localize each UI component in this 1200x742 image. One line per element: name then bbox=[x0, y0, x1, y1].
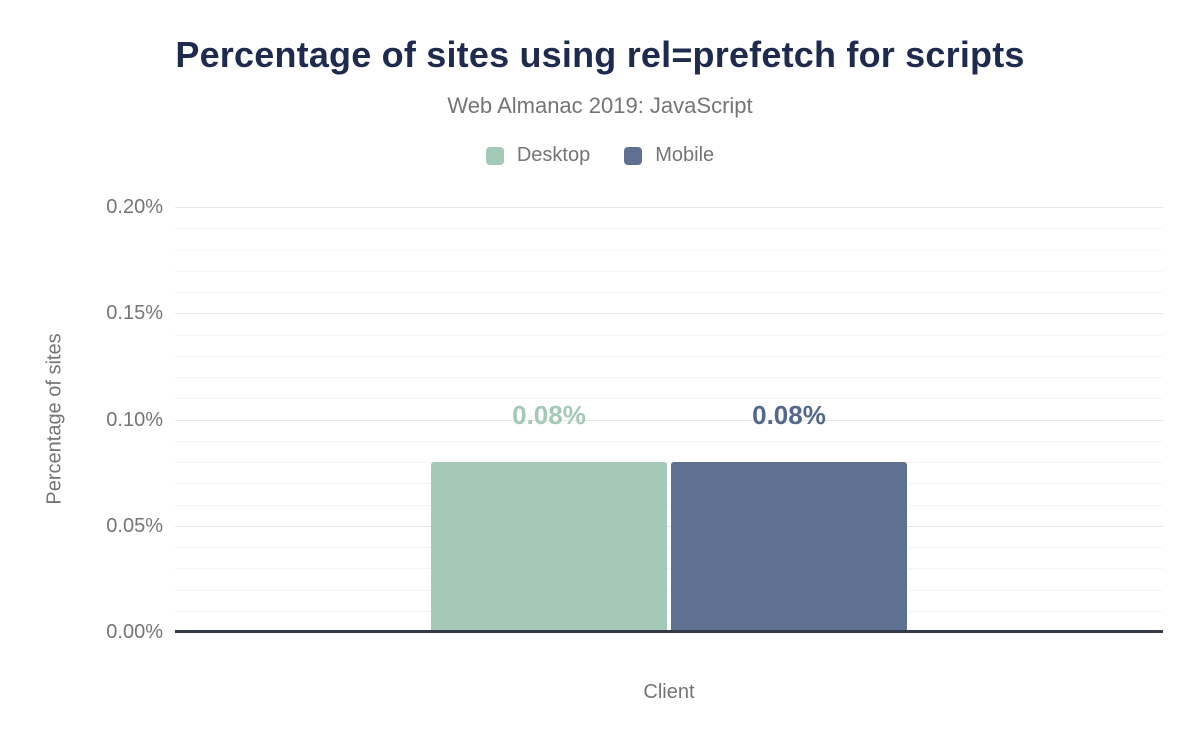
gridline-minor bbox=[175, 355, 1163, 357]
gridline-major bbox=[175, 419, 1163, 421]
gridline-minor bbox=[175, 504, 1163, 506]
x-axis-title: Client bbox=[643, 681, 695, 703]
gridline-minor bbox=[175, 334, 1163, 336]
x-axis-line bbox=[175, 630, 1163, 633]
chart-subtitle: Web Almanac 2019: JavaScript bbox=[447, 93, 753, 118]
legend: Desktop Mobile bbox=[0, 144, 1200, 167]
gridline-minor bbox=[175, 440, 1163, 442]
gridline-minor bbox=[175, 547, 1163, 548]
gridline-minor bbox=[175, 589, 1163, 591]
gridline-minor bbox=[175, 377, 1163, 378]
gridline-minor bbox=[175, 483, 1163, 485]
legend-label-desktop: Desktop bbox=[516, 144, 591, 166]
gridline-minor bbox=[175, 292, 1163, 293]
y-axis-tick-label: 0.10% bbox=[106, 408, 163, 431]
gridline-major bbox=[175, 313, 1163, 315]
y-axis-tick-label: 0.05% bbox=[106, 514, 163, 537]
gridline-major bbox=[175, 525, 1163, 527]
legend-item-mobile[interactable]: Mobile bbox=[624, 144, 714, 167]
gridline-minor bbox=[175, 610, 1163, 612]
mobile-swatch bbox=[624, 146, 643, 165]
plot-area: 0.08% 0.08% bbox=[175, 207, 1163, 633]
legend-item-desktop[interactable]: Desktop bbox=[485, 144, 591, 167]
gridline-minor bbox=[175, 462, 1163, 463]
y-axis-tick-label: 0.15% bbox=[106, 302, 163, 325]
gridline-minor bbox=[175, 249, 1163, 251]
y-axis-tick-label: 0.20% bbox=[106, 196, 163, 218]
gridline-major bbox=[175, 207, 1163, 208]
value-label-mobile: 0.08% bbox=[752, 400, 826, 430]
y-axis-tick-label: 0.00% bbox=[106, 621, 163, 643]
desktop-swatch bbox=[485, 146, 504, 165]
bar-desktop[interactable] bbox=[431, 462, 667, 632]
gridline-minor bbox=[175, 398, 1163, 400]
legend-label-mobile: Mobile bbox=[655, 144, 715, 166]
value-label-desktop: 0.08% bbox=[512, 400, 586, 430]
chart-title: Percentage of sites using rel=prefetch f… bbox=[175, 34, 1025, 75]
bar-mobile[interactable] bbox=[671, 462, 907, 632]
gridline-minor bbox=[175, 270, 1163, 272]
gridline-minor bbox=[175, 228, 1163, 230]
gridline-minor bbox=[175, 568, 1163, 570]
